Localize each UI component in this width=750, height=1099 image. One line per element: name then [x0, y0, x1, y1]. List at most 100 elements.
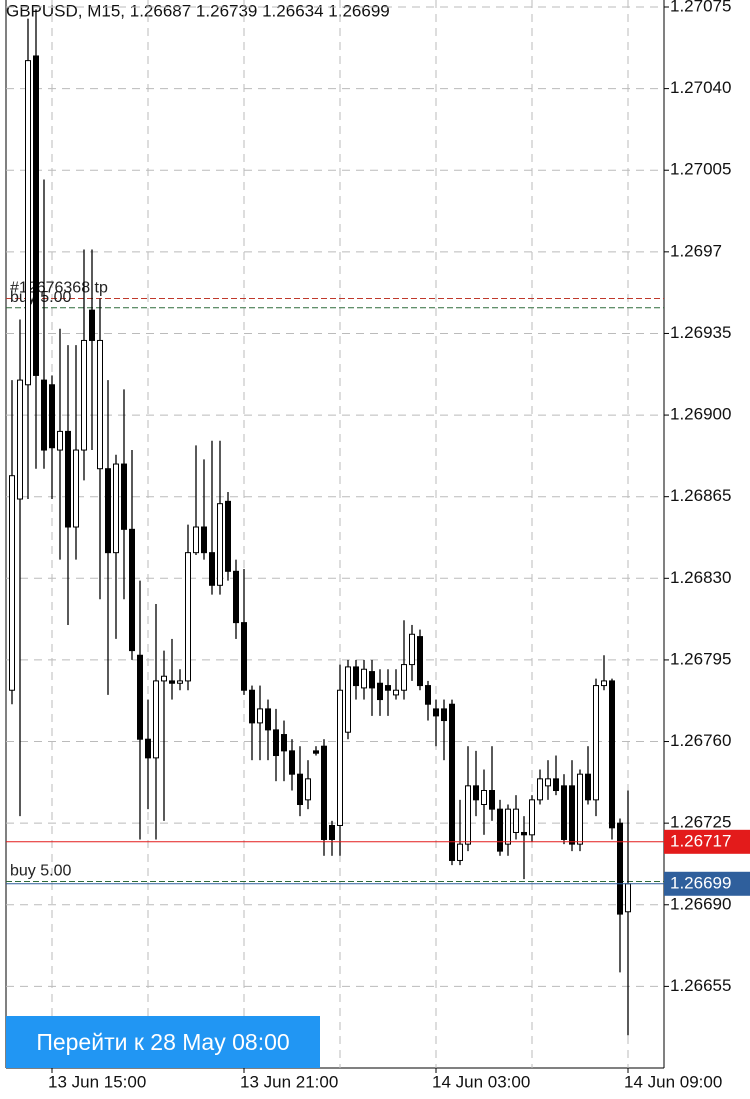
x-tick-label: 14 Jun 03:00	[432, 1072, 530, 1091]
candle-body	[369, 671, 375, 689]
candle-body	[145, 738, 151, 759]
candle-body	[489, 790, 495, 810]
candle-body	[273, 729, 279, 757]
y-tick-label: 1.26795	[670, 649, 731, 668]
candle-body	[521, 831, 527, 836]
candle-body	[177, 680, 183, 684]
candle-body	[161, 675, 167, 682]
candle-body	[33, 55, 39, 376]
price-label: 1.26699	[670, 873, 731, 892]
candle-body	[545, 778, 551, 787]
price-box	[664, 871, 750, 896]
candle-body	[81, 339, 87, 451]
y-tick-label: 1.26655	[670, 976, 731, 995]
y-tick-label: 1.26690	[670, 894, 731, 913]
candle-body	[449, 703, 455, 861]
candle-body	[289, 750, 295, 775]
candle-body	[297, 773, 303, 805]
candle-body	[569, 785, 575, 845]
candle-body	[393, 689, 399, 696]
candle-body	[225, 500, 231, 572]
candle-body	[561, 785, 567, 840]
y-tick-label: 1.27005	[670, 160, 731, 179]
candle-body	[617, 822, 623, 915]
y-tick-label: 1.26760	[670, 731, 731, 750]
price-box	[664, 829, 750, 854]
candle-body	[241, 622, 247, 691]
candle-body	[609, 680, 615, 829]
candle-body	[281, 734, 287, 752]
candle-body	[137, 654, 143, 740]
y-tick-label: 1.27040	[670, 78, 731, 97]
candle-body	[505, 808, 511, 845]
candle-body	[513, 808, 519, 833]
candle-body	[537, 778, 543, 801]
candle-body	[417, 636, 423, 687]
candle-body	[353, 666, 359, 687]
candle-body	[73, 449, 79, 528]
candle-body	[577, 773, 583, 845]
candle-body	[113, 463, 119, 554]
candle-body	[17, 379, 23, 500]
candle-body	[625, 883, 631, 913]
go-to-date-button[interactable]: Перейти к 28 May 08:00	[6, 1016, 320, 1068]
candle-body	[529, 799, 535, 836]
chart-title: GBPUSD, M15, 1.26687 1.26739 1.26634 1.2…	[6, 1, 390, 20]
candle-body	[233, 570, 239, 624]
x-tick-label: 13 Jun 21:00	[240, 1072, 338, 1091]
candle-body	[553, 778, 559, 792]
candle-body	[313, 750, 319, 754]
candle-body	[433, 708, 439, 717]
y-tick-label: 1.2697	[670, 241, 722, 260]
y-tick-label: 1.26830	[670, 568, 731, 587]
x-tick-label: 14 Jun 09:00	[624, 1072, 722, 1091]
y-tick-label: 1.26865	[670, 486, 731, 505]
candle-body	[257, 708, 263, 724]
candle-body	[409, 633, 415, 666]
candle-body	[305, 778, 311, 801]
candle-body	[441, 708, 447, 722]
candle-body	[425, 685, 431, 705]
candle-body	[65, 430, 71, 528]
candle-body	[49, 384, 55, 449]
candle-body	[121, 463, 127, 530]
plot: 1.26655 1.26690 1.26725 1.26760 1.26795 1.268…	[5, 0, 750, 1091]
candle-body	[473, 785, 479, 801]
candle-body	[457, 843, 463, 861]
candle-body	[385, 685, 391, 691]
y-tick-label: 1.26725	[670, 813, 731, 832]
candle-body	[265, 708, 271, 731]
candle-body	[345, 666, 351, 733]
candle-body	[129, 528, 135, 652]
candle-body	[201, 526, 207, 554]
candle-body	[585, 773, 591, 801]
candle-body	[337, 689, 343, 826]
price-label: 1.26717	[670, 831, 731, 850]
candle-body	[481, 790, 487, 805]
candle-body	[361, 668, 367, 689]
candle-body	[601, 680, 607, 687]
y-tick-label: 1.27075	[670, 0, 731, 15]
candle-body	[465, 785, 471, 845]
y-tick-label: 1.26900	[670, 405, 731, 424]
candle-body	[321, 745, 327, 840]
candle-body	[249, 689, 255, 724]
y-tick-label: 1.26935	[670, 323, 731, 342]
candle-body	[105, 468, 111, 554]
candle-body	[209, 552, 215, 586]
order-label: buy 5.00	[10, 863, 71, 880]
candle-body	[185, 552, 191, 682]
candle-body	[9, 475, 15, 691]
candle-body	[329, 824, 335, 840]
candle-body	[593, 685, 599, 801]
candle-body	[89, 309, 95, 341]
candle-body	[25, 60, 31, 386]
candle-body	[153, 680, 159, 759]
candle-body	[217, 503, 223, 586]
candle-body	[57, 430, 63, 451]
candle-body	[377, 682, 383, 701]
x-tick-label: 13 Jun 15:00	[48, 1072, 146, 1091]
candle-body	[401, 664, 407, 691]
